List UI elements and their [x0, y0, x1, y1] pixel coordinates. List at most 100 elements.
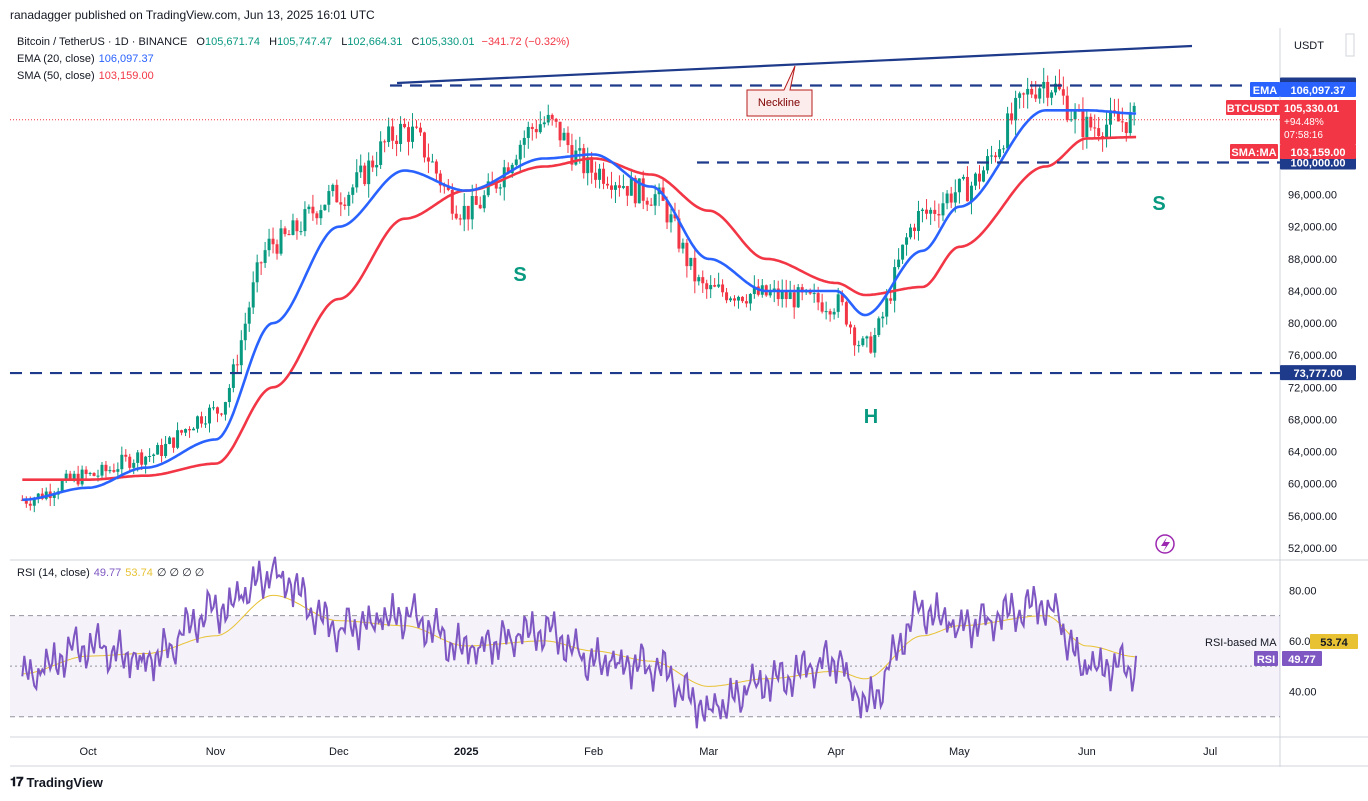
candle-body — [267, 238, 271, 251]
open-value: 105,671.74 — [204, 36, 261, 48]
time-tick-label: 2025 — [454, 746, 478, 758]
candle-body — [820, 302, 824, 312]
candle-body — [534, 129, 538, 133]
rsi-tag-bg — [1254, 651, 1278, 666]
candle-body — [657, 187, 661, 195]
candle-body — [498, 187, 502, 189]
candle-body — [812, 293, 816, 295]
candle-body — [442, 185, 446, 187]
candle-body — [80, 469, 84, 485]
candle-body — [689, 257, 693, 267]
candle-body — [434, 161, 438, 174]
candle-body — [796, 287, 800, 308]
tradingview-brand[interactable]: 𝟏𝟕 TradingView — [10, 774, 103, 790]
candle-body — [598, 168, 602, 180]
candle-body — [752, 286, 756, 295]
candle-body — [969, 185, 973, 202]
candle-body — [315, 213, 319, 219]
candle-body — [319, 210, 323, 219]
candle-body — [824, 311, 828, 313]
candle-body — [227, 387, 231, 403]
time-tick-label: Jun — [1078, 746, 1096, 758]
candle-body — [120, 454, 124, 470]
low-label: L — [341, 36, 348, 48]
neckline-trendline — [396, 44, 1193, 85]
candle-body — [582, 148, 586, 174]
candle-body — [574, 150, 578, 165]
candle-body — [422, 132, 426, 158]
right-shoulder-label: S — [1152, 193, 1165, 215]
candle-body — [20, 499, 24, 501]
candle-body — [1061, 89, 1065, 96]
symbol-legend[interactable]: Bitcoin / TetherUS · 1D · BINANCE O105,6… — [17, 36, 570, 48]
candle-body — [446, 185, 450, 190]
candle-body — [140, 452, 144, 465]
rsi-tag: RSI — [1257, 654, 1275, 666]
candle-body — [68, 473, 72, 480]
candle-body — [395, 140, 399, 145]
ema-legend-value: 106,097.37 — [98, 53, 154, 65]
candle-body — [40, 493, 44, 499]
candle-body — [176, 430, 180, 448]
candle-body — [729, 298, 733, 301]
bar-countdown: 07:58:16 — [1284, 130, 1323, 141]
candle-body — [637, 178, 641, 204]
rsi-legend[interactable]: RSI (14, close) 49.77 53.74 ∅ ∅ ∅ ∅ — [17, 566, 204, 579]
candle-body — [450, 189, 454, 214]
candle-body — [1006, 113, 1010, 149]
price-tick-label: 72,000.00 — [1288, 382, 1337, 394]
candle-body — [586, 157, 590, 174]
candle-body — [669, 214, 673, 223]
candle-body — [287, 234, 291, 236]
candle-body — [685, 242, 689, 267]
candle-body — [84, 469, 88, 474]
ema-line — [22, 109, 1137, 502]
candle-body — [609, 185, 613, 190]
brand-name: TradingView — [26, 774, 103, 790]
candle-body — [1112, 110, 1116, 114]
candle-body — [986, 156, 990, 171]
last-price-change: +94.48% — [1284, 117, 1324, 128]
sma-tag: SMA:MA — [1231, 147, 1276, 159]
candle-body — [60, 481, 64, 492]
candle-body — [1081, 110, 1085, 138]
candle-body — [108, 470, 112, 472]
candle-body — [748, 294, 752, 304]
close-value: 105,330.01 — [419, 36, 475, 48]
candle-body — [128, 456, 132, 468]
candle-body — [1124, 122, 1128, 134]
candle-body — [965, 176, 969, 202]
last-price-value: 105,330.01 — [1284, 103, 1339, 115]
candle-body — [889, 298, 893, 301]
candle-body — [788, 292, 792, 300]
sma-legend[interactable]: SMA (50, close) 103,159.00 — [17, 70, 154, 82]
tradingview-logo-icon: 𝟏𝟕 — [10, 774, 24, 789]
candle-body — [701, 277, 705, 284]
left-shoulder-label: S — [513, 264, 526, 286]
ema-legend[interactable]: EMA (20, close) 106,097.37 — [17, 53, 154, 65]
candle-body — [578, 148, 582, 151]
candle-body — [379, 141, 383, 165]
candle-body — [606, 183, 610, 186]
sma-legend-value: 103,159.00 — [98, 70, 154, 82]
sma-legend-label: SMA (50, close) — [17, 70, 95, 82]
price-tick-label: 68,000.00 — [1288, 414, 1337, 426]
candle-body — [188, 429, 192, 431]
candle-body — [391, 126, 395, 141]
candle-body — [76, 473, 80, 485]
candle-body — [925, 209, 929, 214]
candle-body — [36, 493, 40, 500]
candle-body — [840, 294, 844, 303]
candle-body — [784, 290, 788, 300]
candle-body — [383, 141, 387, 143]
candle-body — [542, 122, 546, 125]
candle-body — [411, 126, 415, 142]
candle-body — [44, 491, 48, 499]
candle-body — [961, 176, 965, 179]
head-label: H — [864, 406, 878, 428]
candle-body — [897, 259, 901, 268]
candle-body — [1065, 95, 1069, 121]
candle-body — [1120, 121, 1124, 123]
candle-body — [865, 336, 869, 339]
sma-line — [22, 135, 1137, 481]
